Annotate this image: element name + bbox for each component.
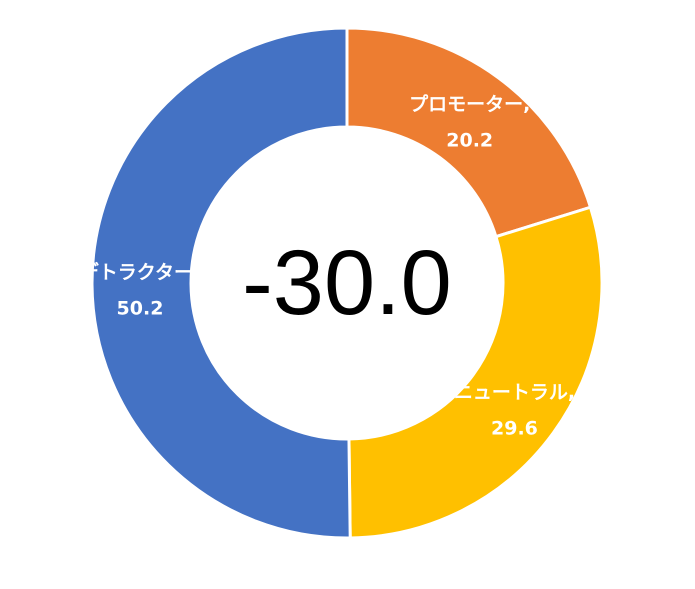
donut-slices — [90, 26, 604, 540]
slice-label-value-3: 50.2 — [117, 297, 164, 319]
slice-labels: プロモーター, 20.2 ニュートラル, 29.6 デトラクター, 50.2 — [80, 92, 575, 439]
slice-label-value-1: 20.2 — [446, 129, 493, 151]
donut-slice-3 — [90, 26, 352, 540]
center-value-label: -30.0 — [242, 232, 452, 334]
donut-slice-2 — [347, 205, 604, 540]
slice-label-name-2: ニュートラル, — [454, 382, 575, 404]
slice-label-name-1: プロモーター, — [409, 92, 530, 115]
slice-label-value-2: 29.6 — [491, 418, 538, 440]
slice-label-name-3: デトラクター, — [80, 260, 200, 283]
donut-slice-1 — [345, 26, 593, 239]
